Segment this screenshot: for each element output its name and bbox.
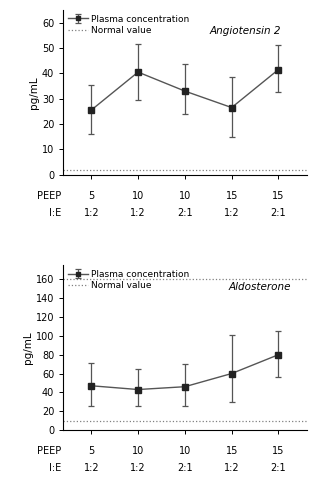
Text: 2:1: 2:1 bbox=[270, 208, 286, 218]
Normal value bbox=[89, 418, 93, 424]
Legend: Plasma concentration, Normal value: Plasma concentration, Normal value bbox=[66, 268, 191, 292]
Text: 1:2: 1:2 bbox=[130, 208, 146, 218]
Text: 15: 15 bbox=[225, 191, 238, 201]
Text: Aldosterone: Aldosterone bbox=[229, 282, 291, 292]
Y-axis label: pg/mL: pg/mL bbox=[23, 332, 33, 364]
Text: 15: 15 bbox=[225, 446, 238, 456]
Text: 5: 5 bbox=[88, 446, 94, 456]
Text: 10: 10 bbox=[132, 446, 144, 456]
Text: 1:2: 1:2 bbox=[224, 208, 240, 218]
Text: 10: 10 bbox=[132, 191, 144, 201]
Text: 15: 15 bbox=[272, 191, 285, 201]
Text: 2:1: 2:1 bbox=[177, 463, 193, 473]
Text: Angiotensin 2: Angiotensin 2 bbox=[209, 26, 281, 36]
Normal value bbox=[43, 166, 46, 172]
Normal value bbox=[43, 418, 46, 424]
Text: PEEP: PEEP bbox=[37, 191, 61, 201]
Text: 1:2: 1:2 bbox=[83, 208, 99, 218]
Text: PEEP: PEEP bbox=[37, 446, 61, 456]
Text: 2:1: 2:1 bbox=[177, 208, 193, 218]
Legend: Plasma concentration, Normal value: Plasma concentration, Normal value bbox=[66, 12, 191, 36]
Text: 15: 15 bbox=[272, 446, 285, 456]
Text: 10: 10 bbox=[179, 446, 191, 456]
Text: 5: 5 bbox=[88, 191, 94, 201]
Text: 10: 10 bbox=[179, 191, 191, 201]
Normal value bbox=[89, 166, 93, 172]
Text: 1:2: 1:2 bbox=[83, 463, 99, 473]
Y-axis label: pg/mL: pg/mL bbox=[29, 76, 39, 108]
Text: 1:2: 1:2 bbox=[130, 463, 146, 473]
Text: I:E: I:E bbox=[49, 208, 61, 218]
Text: 2:1: 2:1 bbox=[270, 463, 286, 473]
Text: 1:2: 1:2 bbox=[224, 463, 240, 473]
Text: I:E: I:E bbox=[49, 463, 61, 473]
